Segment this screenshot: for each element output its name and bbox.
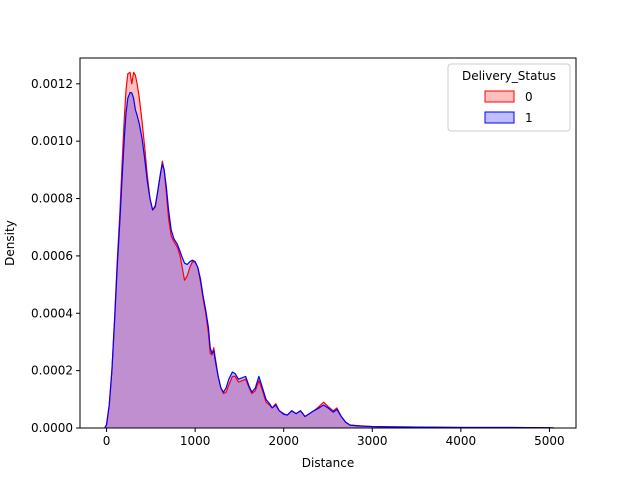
x-tick-label: 4000 [446,434,477,448]
series-layer [104,71,554,429]
series-1-line [104,91,554,429]
y-tick-label: 0.0008 [31,192,73,206]
legend-swatch-1 [484,111,515,124]
series-0-area [104,72,554,428]
x-tick-label: 3000 [357,434,388,448]
legend-swatch-0 [484,90,515,103]
x-axis-label: Distance [302,456,354,470]
legend: Delivery_Status 0 1 [447,63,571,132]
y-tick-label: 0.0006 [31,249,73,263]
y-tick-label: 0.0000 [31,421,73,435]
x-tick-label: 1000 [180,434,211,448]
legend-label-1: 1 [525,111,533,125]
y-tick-label: 0.0012 [31,77,73,91]
y-tick-label: 0.0010 [31,134,73,148]
y-tick-label: 0.0002 [31,364,73,378]
series-1-area [104,92,554,429]
axes-frame [79,57,577,429]
legend-box [447,63,571,132]
x-tick-label: 0 [103,434,111,448]
ticks-layer: 0 1000 2000 3000 4000 5000 0.0000 0.0002 0.0004 0… [31,77,565,448]
legend-label-0: 0 [525,90,533,104]
legend-title: Delivery_Status [462,69,556,83]
y-axis-label: Density [3,220,17,266]
x-tick-label: 2000 [268,434,299,448]
x-tick-label: 5000 [534,434,565,448]
y-tick-label: 0.0004 [31,306,73,320]
